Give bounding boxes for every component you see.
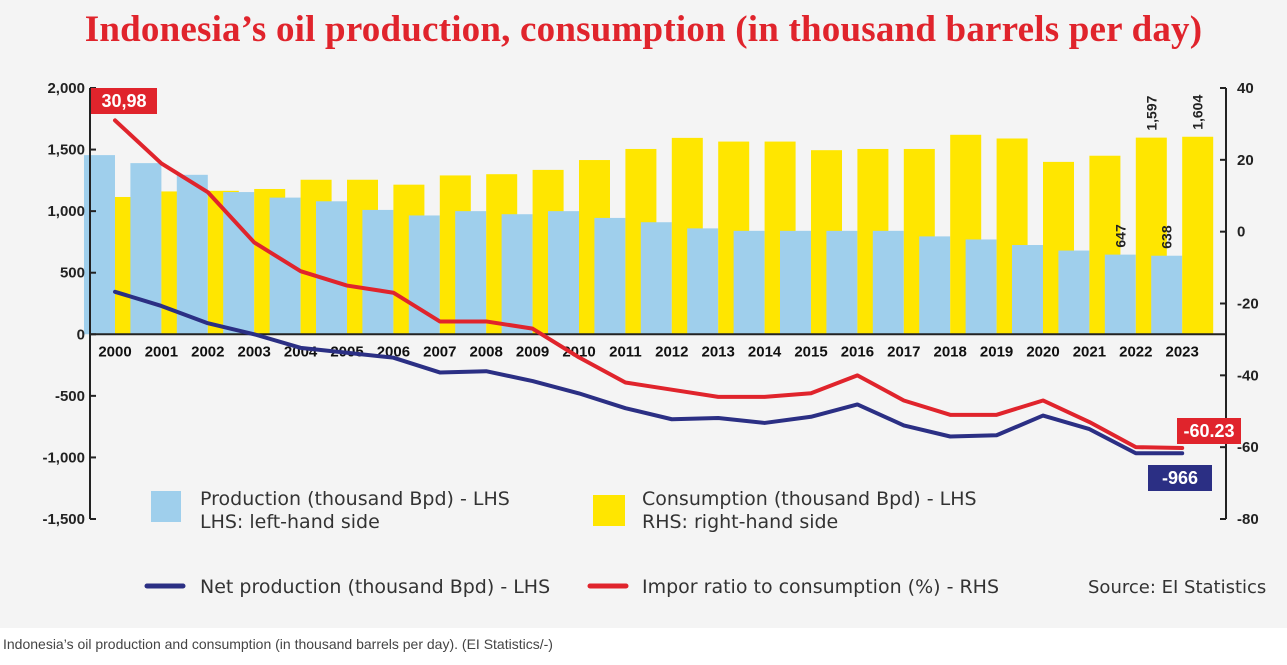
left-tick-label: -500 [55,388,85,405]
bar-production-2017 [872,230,904,335]
x-tick-label-2021: 2021 [1073,343,1106,360]
right-tick-label: 0 [1237,224,1245,241]
left-tick-label: 500 [60,265,85,282]
legend-swatch-production [151,491,181,522]
callout-ratio-start-box [91,88,157,114]
net-production-line [113,289,1185,456]
chart-figure: Indonesia’s oil production, consumption … [0,0,1287,628]
image-caption: Indonesia’s oil production and consumpti… [3,636,553,652]
legend-net-label: Net production (thousand Bpd) - LHS [200,576,550,598]
bar-production-2020 [1012,245,1043,335]
bar-production-2005 [316,201,347,335]
right-tick-label: -40 [1237,367,1259,384]
data-label-production-2023: 638 [1159,225,1175,249]
x-tick-label-2018: 2018 [934,343,967,360]
right-tick-label: -20 [1237,296,1259,313]
bar-production-2012 [640,222,672,335]
x-tick-label-2007: 2007 [423,343,456,360]
left-tick-label: 0 [77,326,85,343]
x-tick-label-2019: 2019 [980,343,1013,360]
data-label-consumption-2022: 1,597 [1143,95,1159,130]
bar-production-2004 [269,197,301,335]
callout-net-end-text: -966 [1162,468,1198,488]
bar-production-2011 [594,217,626,335]
data-label-consumption-2023: 1,604 [1190,95,1206,130]
left-tick-label: 2,000 [47,80,85,97]
bar-production-2008 [455,211,487,335]
legend-rhs-note: RHS: right-hand side [642,511,838,533]
legend-lhs-note: LHS: left-hand side [200,511,380,533]
right-tick-label: 20 [1237,152,1254,169]
bar-production-2023 [1151,255,1183,335]
callout-ratio-end-box [1177,418,1241,444]
right-tick-label: -80 [1237,511,1259,528]
x-tick-label-2023: 2023 [1166,343,1199,360]
x-tick-label-2015: 2015 [794,343,827,360]
chart-svg: -1,500 -1,000 -500 0 500 1,000 1,500 2,000 -80 -6… [42,80,1259,598]
bar-production-2022 [1104,254,1136,335]
x-tick-label-2001: 2001 [145,343,178,360]
bar-production-2000 [84,155,115,335]
x-tick-label-2003: 2003 [238,343,271,360]
import-ratio-line [113,118,1185,450]
legend-production-label: Production (thousand Bpd) - LHS [200,488,510,510]
callout-net-end-box [1148,465,1212,491]
x-tick-label-2010: 2010 [562,343,595,360]
x-tick-label-2009: 2009 [516,343,549,360]
legend-ratio-label: Impor ratio to consumption (%) - RHS [642,576,999,598]
x-tick-label-2013: 2013 [702,343,735,360]
x-tick-label-2017: 2017 [887,343,920,360]
bar-production-2006 [362,209,394,335]
left-tick-label: 1,500 [47,142,85,159]
callout-ratio-end-text: -60.23 [1183,421,1234,441]
bar-production-2014 [733,230,765,335]
legend: Production (thousand Bpd) - LHS LHS: lef… [144,488,999,598]
legend-swatch-consumption [593,495,625,526]
x-tick-label-2020: 2020 [1026,343,1059,360]
bar-production-2013 [687,228,719,335]
chart-title: Indonesia’s oil production, consumption … [84,9,1203,50]
right-tick-label: 40 [1237,80,1254,97]
right-tick-label: -60 [1237,439,1259,456]
x-tick-label-2022: 2022 [1119,343,1152,360]
bar-production-2010 [548,211,579,335]
left-tick-label: -1,000 [42,449,85,466]
bar-production-2002 [176,174,208,335]
x-tick-label-2008: 2008 [470,343,503,360]
x-tick-label-2012: 2012 [655,343,688,360]
bar-production-2007 [408,215,440,335]
bar-production-2021 [1058,250,1090,335]
x-tick-label-2000: 2000 [98,343,131,360]
left-tick-label: 1,000 [47,203,85,220]
x-tick-label-2014: 2014 [748,343,782,360]
bar-production-2019 [965,239,997,335]
x-tick-label-2011: 2011 [609,343,642,360]
bar-production-2001 [130,163,162,335]
legend-consumption-label: Consumption (thousand Bpd) - LHS [642,488,977,510]
callout-ratio-start-text: 30,98 [101,91,146,111]
bar-production-2016 [826,230,858,335]
bar-consumption-2023 [1182,136,1214,335]
bar-production-2018 [919,236,951,335]
source-note: Source: EI Statistics [1088,577,1267,598]
x-tick-label-2016: 2016 [841,343,874,360]
bar-production-2015 [780,230,811,335]
bar-production-2009 [501,214,533,335]
data-label-production-2022: 647 [1112,224,1128,248]
left-tick-label: -1,500 [42,511,85,528]
x-tick-label-2002: 2002 [191,343,224,360]
